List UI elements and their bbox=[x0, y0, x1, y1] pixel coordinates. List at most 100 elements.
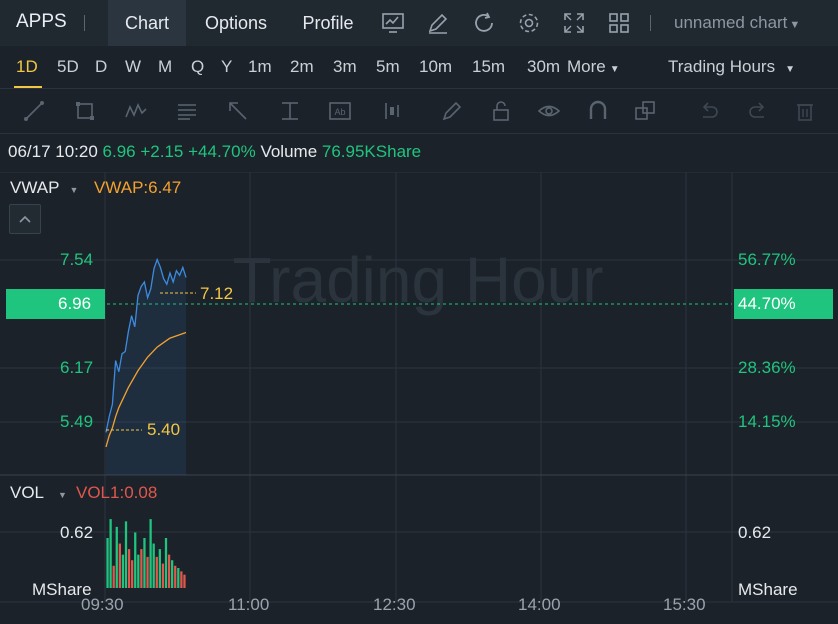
period-3m[interactable]: 3m bbox=[333, 57, 357, 76]
low-price-label: 5.40 bbox=[147, 420, 181, 439]
volume-value: 76.95KShare bbox=[321, 142, 422, 161]
lock-icon[interactable] bbox=[489, 99, 513, 123]
period-30m[interactable]: 30m bbox=[527, 57, 561, 76]
period-10m[interactable]: 10m bbox=[419, 57, 453, 76]
quote-datetime: 06/17 10:20 bbox=[8, 142, 98, 161]
vwap-indicator-select[interactable]: VWAP ▼ bbox=[10, 178, 78, 198]
ticker-symbol[interactable]: APPS bbox=[16, 11, 67, 32]
period-5m[interactable]: 5m bbox=[376, 57, 400, 76]
tab-options[interactable]: Options bbox=[204, 13, 268, 33]
vol-value: VOL1:0.08 bbox=[76, 483, 158, 502]
volume-bar bbox=[161, 563, 165, 588]
trading-hours-label: Trading Hours bbox=[668, 57, 776, 76]
arrow-icon[interactable] bbox=[226, 99, 250, 123]
magnet-icon[interactable] bbox=[586, 99, 610, 123]
undo-icon[interactable] bbox=[697, 99, 721, 123]
edit-pen-icon[interactable] bbox=[426, 11, 450, 35]
more-label: More bbox=[567, 57, 606, 76]
text-box-icon[interactable]: Ab bbox=[328, 99, 352, 123]
text-lines-icon[interactable] bbox=[175, 99, 199, 123]
volume-series bbox=[106, 519, 186, 588]
y-tick-right: 28.36% bbox=[738, 358, 796, 377]
caret-down-icon: ▼ bbox=[58, 490, 67, 500]
divider bbox=[650, 15, 651, 31]
quote-info-line: 06/17 10:20 6.96 +2.15 +44.70% Volume 76… bbox=[8, 142, 421, 162]
rectangle-icon[interactable] bbox=[73, 99, 97, 123]
pencil-icon[interactable] bbox=[440, 99, 464, 123]
price-series bbox=[105, 257, 187, 475]
tab-profile[interactable]: Profile bbox=[302, 13, 354, 33]
period-y[interactable]: Y bbox=[221, 57, 233, 76]
chart-monitor-icon[interactable] bbox=[381, 11, 405, 35]
vol-indicator-label: VOL bbox=[10, 483, 45, 502]
volume-bar bbox=[149, 519, 152, 588]
price-range-icon[interactable] bbox=[278, 99, 302, 123]
chart-name-select[interactable]: unnamed chart ▼ bbox=[674, 13, 800, 33]
volume-bar bbox=[121, 554, 125, 588]
vol-indicator-select[interactable]: VOL ▼ bbox=[10, 483, 67, 503]
layers-icon[interactable] bbox=[633, 99, 657, 123]
collapse-button[interactable] bbox=[9, 204, 41, 234]
period-5d[interactable]: 5D bbox=[57, 57, 79, 76]
price-area bbox=[106, 259, 186, 475]
chart-area[interactable]: Trading Hour bbox=[0, 172, 838, 624]
tab-chart[interactable]: Chart bbox=[108, 0, 186, 46]
period-w[interactable]: W bbox=[125, 57, 142, 76]
period-d[interactable]: D bbox=[95, 57, 108, 76]
active-period-indicator bbox=[14, 86, 42, 88]
fullscreen-icon[interactable] bbox=[562, 11, 586, 35]
volume-bar bbox=[112, 565, 115, 588]
trend-line-icon[interactable] bbox=[22, 99, 46, 123]
divider bbox=[84, 15, 85, 31]
volume-bar bbox=[124, 521, 128, 588]
drawing-toolbar: Ab bbox=[0, 88, 838, 134]
volume-bar bbox=[127, 549, 131, 588]
y-tick-left: 5.49 bbox=[60, 412, 94, 431]
settings-gear-icon[interactable] bbox=[517, 11, 541, 35]
chevron-up-icon bbox=[19, 215, 31, 223]
period-q[interactable]: Q bbox=[191, 57, 205, 76]
volume-bar bbox=[118, 543, 121, 588]
quote-price: 6.96 bbox=[102, 142, 136, 161]
trading-hours-select[interactable]: Trading Hours ▼ bbox=[668, 57, 795, 77]
period-15m[interactable]: 15m bbox=[472, 57, 506, 76]
y-tick-left: 6.17 bbox=[60, 358, 94, 377]
volume-bar bbox=[137, 554, 140, 588]
period-bar: 1D 5D D W M Q Y 1m 2m 3m 5m 10m 15m 30m … bbox=[0, 46, 838, 88]
vol-unit-right: MShare bbox=[738, 580, 798, 599]
volume-bar bbox=[140, 549, 143, 588]
y-tick-right: 14.15% bbox=[738, 412, 796, 431]
volume-bar bbox=[155, 556, 158, 588]
redo-icon[interactable] bbox=[746, 99, 770, 123]
layout-grid-icon[interactable] bbox=[607, 11, 631, 35]
eye-icon[interactable] bbox=[537, 99, 561, 123]
caret-down-icon: ▼ bbox=[609, 64, 620, 75]
vol-tick-left: 0.62 bbox=[60, 523, 94, 542]
trash-icon[interactable] bbox=[793, 99, 817, 123]
quote-change-pct: +44.70% bbox=[188, 142, 256, 161]
vwap-indicator-label: VWAP bbox=[10, 178, 60, 197]
volume-label: Volume bbox=[260, 142, 318, 161]
wave-icon[interactable] bbox=[124, 99, 148, 123]
vol-tick-right: 0.62 bbox=[738, 523, 772, 542]
volume-bar bbox=[134, 532, 137, 588]
price-line bbox=[105, 257, 187, 433]
volume-bar bbox=[115, 526, 118, 588]
volume-bar bbox=[167, 554, 171, 588]
long-position-icon[interactable] bbox=[380, 99, 404, 123]
volume-bar bbox=[131, 560, 134, 588]
volume-bar bbox=[146, 556, 149, 588]
period-1d[interactable]: 1D bbox=[16, 57, 38, 76]
volume-bar bbox=[109, 519, 112, 588]
volume-bar bbox=[180, 571, 183, 588]
caret-down-icon: ▼ bbox=[789, 19, 801, 31]
more-periods-button[interactable]: More ▼ bbox=[567, 57, 620, 77]
period-2m[interactable]: 2m bbox=[290, 57, 314, 76]
vol-unit-left: MShare bbox=[32, 580, 92, 599]
current-price-value: 6.96 bbox=[58, 294, 92, 313]
volume-bar bbox=[106, 538, 109, 588]
period-1m[interactable]: 1m bbox=[248, 57, 272, 76]
quote-change: +2.15 bbox=[140, 142, 184, 161]
refresh-icon[interactable] bbox=[472, 11, 496, 35]
period-m[interactable]: M bbox=[158, 57, 173, 76]
